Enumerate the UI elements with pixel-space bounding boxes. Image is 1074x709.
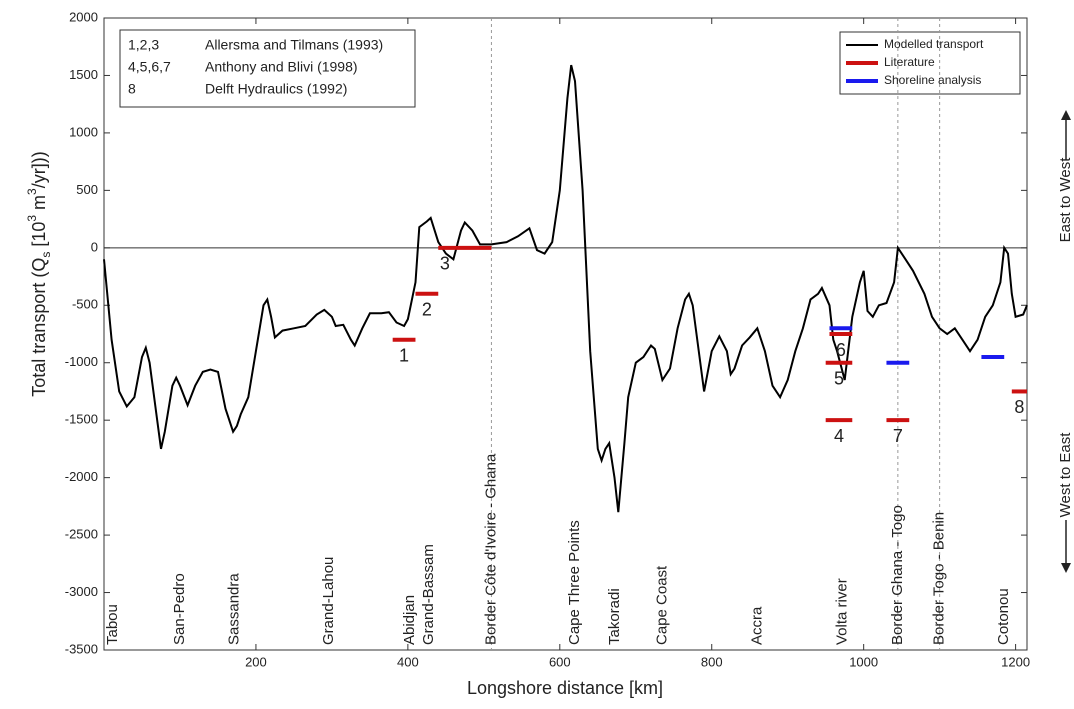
segment-label: 3 [440,254,450,274]
place-label: Takoradi [606,588,623,645]
place-label: Tabou [104,604,121,645]
place-label: Cape Coast [653,565,670,645]
place-label: San-Pedro [171,573,188,645]
segment-label: 4 [834,426,844,446]
place-label: Border Ghana - Togo [889,505,906,645]
legend-label: Literature [884,55,935,69]
reference-text: Allersma and Tilmans (1993) [205,37,383,53]
reference-text: Delft Hydraulics (1992) [205,81,347,97]
place-label: Border Côte d'Ivoire - Ghana [482,453,499,645]
y-axis-label-part: 3 [25,215,39,222]
legend-label: Modelled transport [884,37,984,51]
x-tick-label: 400 [397,654,419,669]
arrow-head [1061,563,1071,573]
segment-label: 2 [422,300,432,320]
x-tick-label: 800 [701,654,723,669]
place-label: Cape Three Points [566,520,583,645]
y-tick-label: -3500 [65,641,98,656]
x-tick-label: 1000 [849,654,878,669]
place-label: Volta river [833,578,850,645]
segment-label: 1 [399,345,409,365]
y-tick-label: -500 [72,297,98,312]
reference-text: Anthony and Blivi (1998) [205,59,358,75]
legend-label: Shoreline analysis [884,73,981,87]
y-axis-label: Total transport (Qs [103 m3/yr])) [25,151,53,396]
reference-text: 8 [128,81,136,97]
y-axis-label-part: [10 [29,222,49,252]
y-tick-label: -2500 [65,527,98,542]
reference-text: 4,5,6,7 [128,59,171,75]
place-label: Sassandra [226,573,243,645]
x-tick-label: 1200 [1001,654,1030,669]
direction-label: West to East [1057,432,1074,518]
data-line [103,64,1028,513]
place-label: Cotonou [995,588,1012,645]
y-axis-label-part: s [39,252,53,258]
y-tick-label: 1000 [69,124,98,139]
x-tick-label: 200 [245,654,267,669]
reference-text: 1,2,3 [128,37,159,53]
y-tick-label: 2000 [69,9,98,24]
y-tick-label: 1500 [69,67,98,82]
y-tick-label: 500 [76,182,98,197]
x-tick-label: 600 [549,654,571,669]
direction-label: East to West [1057,157,1074,243]
place-label: Border Togo - Benin [931,512,948,645]
place-label: Grand-Bassam [420,544,437,645]
place-label: Accra [748,606,765,645]
y-axis-label-part: m [29,195,49,215]
reference-box [119,29,416,108]
segment-label: 6 [836,340,846,360]
y-tick-label: -1500 [65,412,98,427]
segment-label: 7 [893,426,903,446]
y-axis-label-part: Total transport (Q [29,258,49,397]
y-axis-label-part: /yr])) [29,151,49,188]
segment-label: 5 [834,368,844,388]
place-label: Grand-Lahou [320,557,337,645]
y-tick-label: -1000 [65,354,98,369]
y-tick-label: -2000 [65,469,98,484]
y-tick-label: -3000 [65,584,98,599]
x-axis-label: Longshore distance [km] [467,678,663,698]
y-axis-label-part: 3 [25,188,39,195]
segment-label: 8 [1014,397,1024,417]
arrow-head [1061,110,1071,120]
y-tick-label: 0 [91,239,98,254]
place-label: Abidjan [401,595,418,645]
